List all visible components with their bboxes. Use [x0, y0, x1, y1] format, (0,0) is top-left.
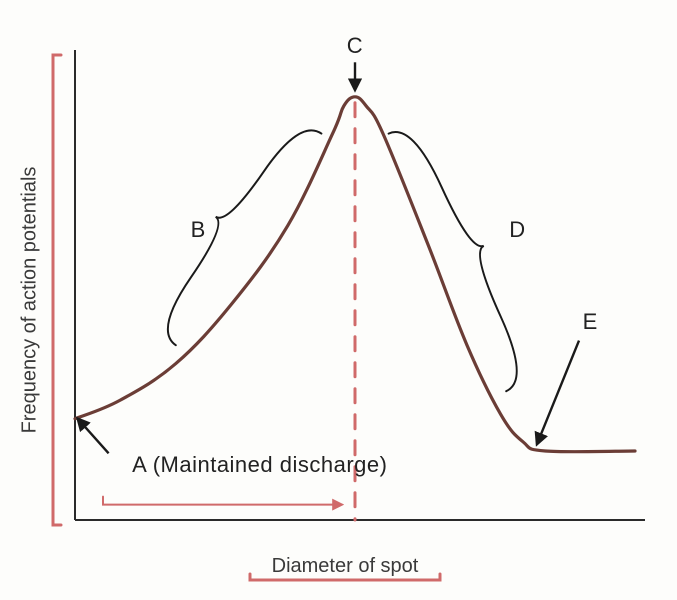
chart-container: Frequency of action potentials Diameter …	[0, 0, 677, 600]
label-c: C	[347, 33, 363, 59]
label-d: D	[509, 217, 525, 243]
chart-svg	[0, 0, 677, 600]
label-e: E	[583, 309, 598, 335]
label-a: A (Maintained discharge)	[132, 452, 387, 478]
x-axis-label: Diameter of spot	[272, 555, 419, 578]
label-b: B	[191, 217, 206, 243]
y-axis-label: Frequency of action potentials	[19, 167, 42, 434]
